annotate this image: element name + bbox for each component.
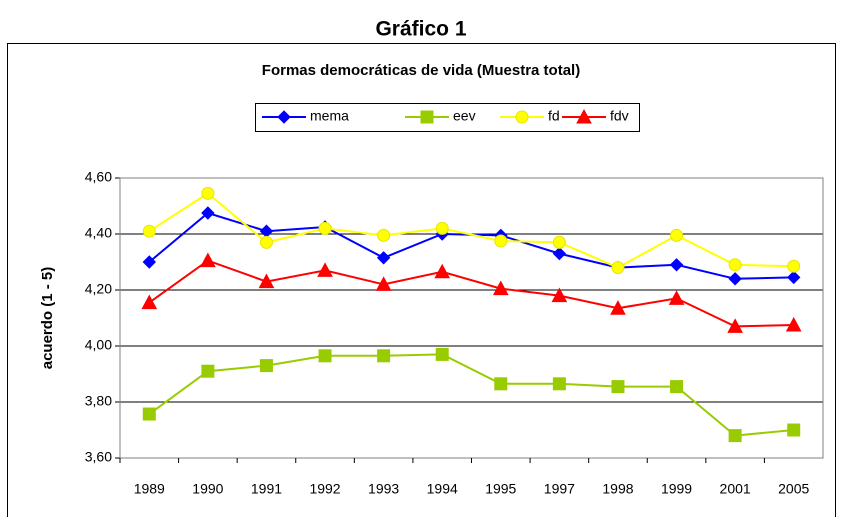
data-point [141, 294, 158, 310]
chart-heading: Gráfico 1 [375, 18, 466, 41]
data-point [259, 235, 273, 249]
data-point [377, 228, 391, 242]
x-tick-label: 2005 [778, 481, 809, 497]
y-tick-label: 4,00 [85, 337, 112, 353]
data-point [610, 300, 626, 315]
data-point [200, 252, 216, 268]
data-point [551, 287, 568, 303]
chart-title: Formas democráticas de vida (Muestra tot… [262, 62, 580, 79]
x-tick-label: 1991 [251, 481, 282, 497]
data-point [201, 206, 215, 220]
data-point [494, 377, 508, 391]
y-tick-label: 4,20 [85, 281, 112, 297]
data-point [317, 262, 333, 277]
data-point [318, 349, 332, 363]
data-point [728, 272, 742, 286]
data-point [318, 221, 332, 235]
data-point [201, 186, 215, 200]
data-point [552, 377, 566, 391]
data-point [785, 316, 802, 332]
x-tick-label: 2001 [720, 481, 751, 497]
x-tick-label: 1992 [309, 481, 340, 497]
data-point [728, 429, 742, 443]
y-tick-label: 4,40 [85, 225, 112, 241]
legend-label: eev [453, 108, 476, 124]
series-line [148, 353, 794, 437]
data-point [670, 380, 684, 394]
data-point [727, 318, 743, 333]
data-point [201, 364, 215, 378]
data-point [787, 259, 801, 273]
data-point [787, 270, 801, 285]
data-point [142, 224, 156, 238]
data-point [375, 276, 392, 291]
data-point [142, 407, 156, 421]
x-tick-label: 1994 [427, 481, 458, 497]
data-point [552, 235, 566, 249]
data-point [259, 359, 273, 373]
legend-label: fdv [610, 108, 629, 124]
data-point [492, 280, 509, 296]
x-tick-label: 1995 [485, 481, 516, 497]
legend-label: fd [548, 108, 560, 124]
data-point [258, 273, 275, 289]
data-point [142, 255, 156, 269]
legend-marker [420, 110, 434, 124]
legend-label: mema [310, 108, 349, 124]
x-tick-label: 1998 [602, 481, 633, 497]
y-tick-label: 3,80 [85, 393, 112, 409]
x-tick-label: 1999 [661, 481, 692, 497]
data-point [670, 228, 684, 242]
x-tick-label: 1989 [134, 481, 165, 497]
data-point [377, 349, 391, 363]
data-point [552, 246, 567, 261]
data-point [668, 290, 685, 305]
legend-marker [576, 108, 592, 124]
data-point [376, 251, 391, 265]
y-tick-label: 3,60 [85, 449, 112, 465]
legend-marker [515, 110, 529, 124]
y-axis-label: acuerdo (1 - 5) [39, 267, 56, 370]
legend-marker [277, 110, 291, 124]
series-line [148, 259, 794, 328]
data-point [611, 261, 625, 275]
data-point [494, 234, 508, 248]
x-tick-label: 1997 [544, 481, 575, 497]
data-point [728, 258, 742, 272]
data-point [669, 258, 684, 272]
x-tick-label: 1993 [368, 481, 399, 497]
data-point [787, 423, 801, 437]
y-tick-label: 4,60 [85, 169, 112, 185]
x-tick-label: 1990 [192, 481, 223, 497]
data-point [434, 263, 451, 279]
series-line [148, 192, 794, 269]
data-point [435, 221, 449, 235]
data-point [611, 380, 625, 394]
data-point [435, 347, 449, 361]
